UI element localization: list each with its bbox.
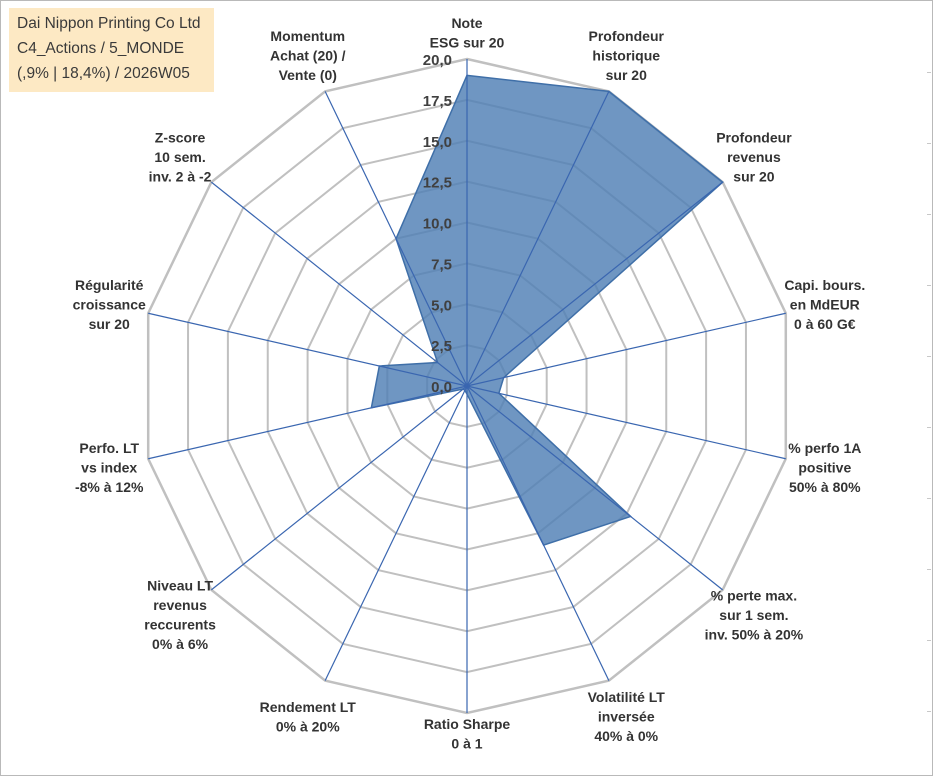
- scrollbar-ticks: [923, 60, 931, 760]
- scroll-tick: [927, 214, 931, 215]
- scroll-tick: [927, 427, 931, 428]
- axis-label: % perte max. sur 1 sem. inv. 50% à 20%: [705, 587, 804, 642]
- axis-spoke: [466, 91, 610, 387]
- axis-spoke: [148, 312, 468, 387]
- axis-spoke: [466, 385, 786, 460]
- axis-label: Perfo. LT vs index -8% à 12%: [75, 440, 144, 495]
- scroll-tick: [927, 143, 931, 144]
- scroll-tick: [927, 711, 931, 712]
- axis-label: Ratio Sharpe 0 à 1: [424, 716, 511, 752]
- tick-label: 2,5: [431, 338, 452, 355]
- tick-layer: 0,0 2,5 5,0 7,5 10,0 12,5 15,0 17,5 20,0: [423, 52, 452, 396]
- chart-subtitle-stats: (,9% | 18,4%) / 2026W05: [17, 65, 190, 82]
- scroll-tick: [927, 356, 931, 357]
- axis-spoke: [148, 385, 468, 460]
- axis-label: % perfo 1A positive 50% à 80%: [788, 440, 861, 495]
- chart-title: Dai Nippon Printing Co Ltd: [17, 15, 201, 32]
- scroll-tick: [927, 640, 931, 641]
- axis-spoke: [466, 181, 724, 387]
- scroll-tick: [927, 569, 931, 570]
- chart-title-box: Dai Nippon Printing Co Ltd C4_Actions / …: [9, 8, 214, 92]
- axis-spoke: [324, 385, 468, 681]
- axis-label: Profondeur revenus sur 20: [716, 130, 792, 185]
- spoke-layer: [148, 59, 786, 713]
- tick-label: 0,0: [431, 379, 452, 396]
- chart-subtitle-category: C4_Actions / 5_MONDE: [17, 40, 185, 57]
- tick-label: 12,5: [423, 175, 452, 192]
- tick-label: 5,0: [431, 297, 452, 314]
- scroll-tick: [927, 285, 931, 286]
- axis-label: Profondeur historique sur 20: [589, 28, 665, 83]
- axis-spoke: [324, 91, 468, 387]
- tick-label: 10,0: [423, 216, 452, 233]
- scroll-tick: [927, 498, 931, 499]
- axis-label: Z-score 10 sem. inv. 2 à -2: [149, 130, 212, 185]
- axis-spoke: [466, 312, 786, 387]
- axis-label: Volatilité LT inversée 40% à 0%: [588, 689, 666, 744]
- axis-spoke: [466, 385, 724, 591]
- axis-spoke: [210, 385, 468, 591]
- axis-label: Capi. bours. en MdEUR 0 à 60 G€: [784, 277, 865, 332]
- tick-label: 17,5: [423, 93, 452, 110]
- axis-label: Régularité croissance sur 20: [73, 277, 146, 332]
- tick-label: 15,0: [423, 134, 452, 151]
- axis-spoke: [210, 181, 468, 387]
- axis-spoke: [466, 385, 610, 681]
- tick-label: 20,0: [423, 52, 452, 69]
- axis-label: Momentum Achat (20) / Vente (0): [270, 28, 346, 83]
- scroll-tick: [927, 72, 931, 73]
- axis-label: Note ESG sur 20: [430, 15, 505, 51]
- tick-label: 7,5: [431, 256, 452, 273]
- axis-label: Rendement LT 0% à 20%: [260, 699, 357, 735]
- label-layer: Note ESG sur 20 Profondeur historique sur 20…: [73, 15, 866, 752]
- axis-label: Niveau LT revenus reccurents 0% à 6%: [144, 578, 216, 653]
